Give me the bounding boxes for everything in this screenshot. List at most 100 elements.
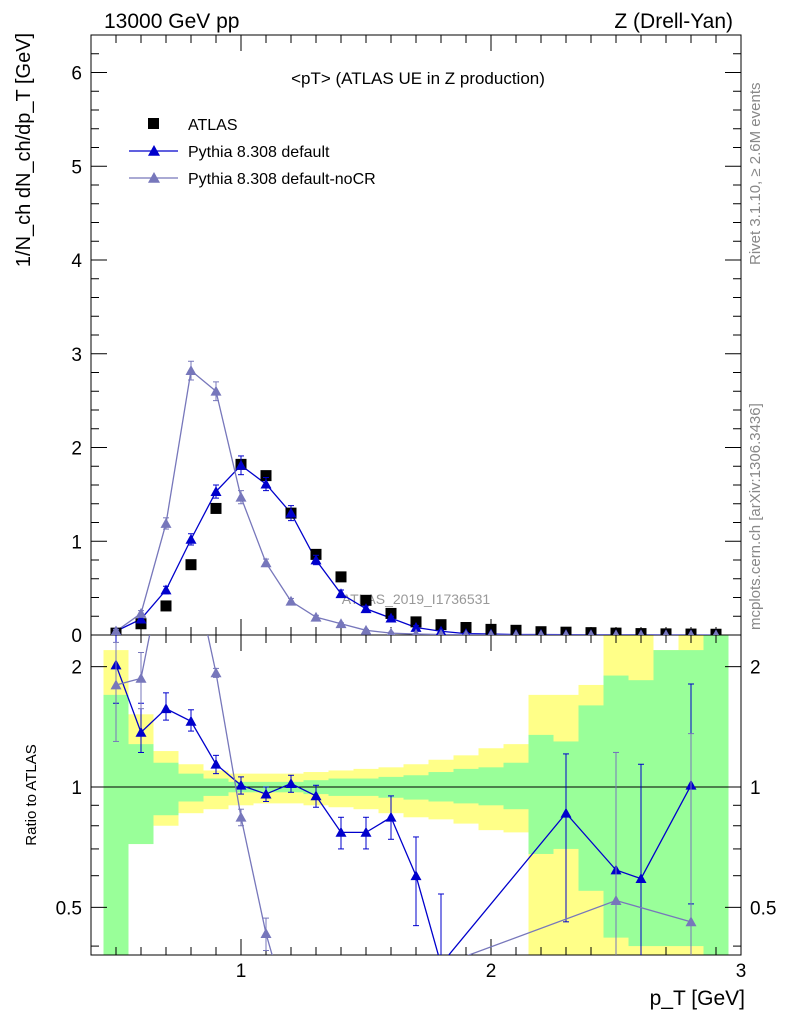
legend-marker-atlas: [148, 118, 159, 129]
atlas-data-point: [435, 619, 447, 631]
ratio-data-point: [635, 873, 647, 884]
atlas-data-point: [310, 548, 322, 560]
ratio-data-point: [286, 1015, 297, 1024]
axis-ticks: 1 2 3 0 1 2 3 4 5 6 0.5 0.5 1 1 2 2: [56, 34, 776, 982]
mc-data-point: [285, 595, 297, 606]
main-y-tick-label: 5: [71, 157, 82, 178]
ratio-data-point: [235, 811, 247, 822]
main-y-tick-label: 1: [71, 532, 82, 553]
mc-data-point: [335, 588, 347, 599]
mc-data-point: [235, 491, 247, 502]
mc-data-point: [260, 557, 272, 568]
ratio-data-point: [385, 811, 397, 822]
main-plot-data: [110, 360, 722, 635]
x-tick-label: 1: [236, 961, 247, 982]
ratio-data-point: [310, 790, 322, 801]
ratio-data-point: [260, 928, 272, 938]
atlas-data-point: [210, 502, 222, 514]
mc-data-point: [385, 612, 397, 623]
legend-label: Pythia 8.308 default-noCR: [188, 171, 376, 188]
green-band-segment: [178, 773, 204, 802]
atlas-data-point: [335, 571, 347, 583]
atlas-data-point: [360, 594, 372, 606]
ratio-data-point: [135, 726, 147, 737]
ratio-data-point: [135, 672, 147, 683]
ratio-y-tick-label: 1: [71, 778, 82, 799]
ratio-data-point: [160, 703, 172, 714]
ratio-plot-data: [110, 547, 697, 1024]
mc-data-point: [512, 629, 520, 635]
ratio-uncertainty-bands: [103, 635, 729, 955]
ratio-data-point: [410, 870, 422, 881]
ratio-y-tick-label-right: 0.5: [750, 898, 776, 919]
green-band-segment: [653, 650, 679, 947]
atlas-data-point: [410, 616, 422, 628]
rivet-annotation: Rivet 3.1.10, ≥ 2.6M events: [747, 83, 764, 266]
ratio-data-point: [335, 826, 347, 837]
atlas-data-point: [160, 600, 172, 612]
legend: ATLAS Pythia 8.308 default Pythia 8.308 de…: [129, 117, 376, 188]
mc-data-point: [185, 533, 197, 544]
atlas-data-point: [185, 559, 197, 571]
main-y-tick-label: 4: [71, 251, 82, 272]
ratio-data-point: [360, 826, 372, 837]
green-band-segment: [703, 635, 729, 955]
green-band-segment: [128, 744, 154, 845]
legend-label: ATLAS: [188, 117, 238, 134]
mc-data-point: [135, 613, 147, 624]
main-y-axis-label: 1/N_ch dN_ch/dp_T [GeV]: [13, 33, 35, 267]
main-y-tick-label: 6: [71, 64, 82, 85]
ratio-data-point: [436, 959, 447, 969]
ratio-y-tick-label: 2: [71, 658, 82, 679]
analysis-watermark: ATLAS_2019_I1736531: [342, 591, 491, 607]
green-band-segment: [528, 734, 554, 854]
atlas-data-point: [460, 622, 472, 633]
mc-data-point: [210, 385, 222, 396]
main-y-tick-label: 2: [71, 439, 82, 460]
green-band-segment: [478, 767, 504, 806]
mc-data-point: [587, 629, 595, 635]
green-band-segment: [503, 762, 529, 810]
ratio-data-point: [161, 547, 172, 557]
ratio-series-line: [115, 635, 692, 955]
series-line: [115, 464, 717, 635]
mc-data-point: [637, 629, 645, 635]
mc-data-point: [260, 478, 272, 489]
mc-data-point: [360, 603, 372, 614]
mc-data-point: [712, 629, 720, 635]
mc-data-point: [235, 459, 247, 470]
mc-data-point: [310, 611, 322, 622]
mc-data-point: [386, 627, 396, 635]
main-y-tick-label: 0: [71, 626, 82, 647]
mc-data-point: [185, 365, 197, 376]
x-tick-label: 3: [736, 961, 747, 982]
ratio-y-axis-label: Ratio to ATLAS: [23, 744, 40, 845]
mc-data-point: [135, 607, 147, 618]
atlas-data-point: [260, 470, 272, 482]
ratio-data-point: [285, 778, 297, 788]
mc-data-point: [285, 507, 297, 518]
ratio-y-tick-label-right: 1: [750, 778, 761, 799]
mc-data-point: [487, 629, 495, 635]
mc-data-point: [562, 629, 570, 635]
ratio-data-point: [685, 916, 697, 927]
ratio-data-point: [185, 715, 197, 726]
ratio-series-line: [115, 664, 692, 955]
legend-label: Pythia 8.308 default: [188, 144, 330, 161]
mc-data-point: [160, 517, 172, 528]
x-axis-label: p_T [GeV]: [650, 987, 745, 1010]
mc-data-point: [462, 629, 470, 635]
ratio-y-tick-label: 0.5: [56, 898, 82, 919]
header-left: 13000 GeV pp: [104, 10, 239, 33]
mc-data-point: [412, 628, 420, 635]
green-band-segment: [153, 762, 179, 816]
green-band-segment: [453, 768, 479, 804]
mc-data-point: [437, 629, 445, 635]
chart-title: <pT> (ATLAS UE in Z production): [291, 69, 545, 88]
legend-marker-triangle: [148, 145, 160, 156]
main-y-tick-label: 3: [71, 345, 82, 366]
ratio-data-point: [210, 667, 222, 678]
header-right: Z (Drell-Yan): [614, 10, 733, 33]
ratio-data-point: [235, 779, 247, 790]
